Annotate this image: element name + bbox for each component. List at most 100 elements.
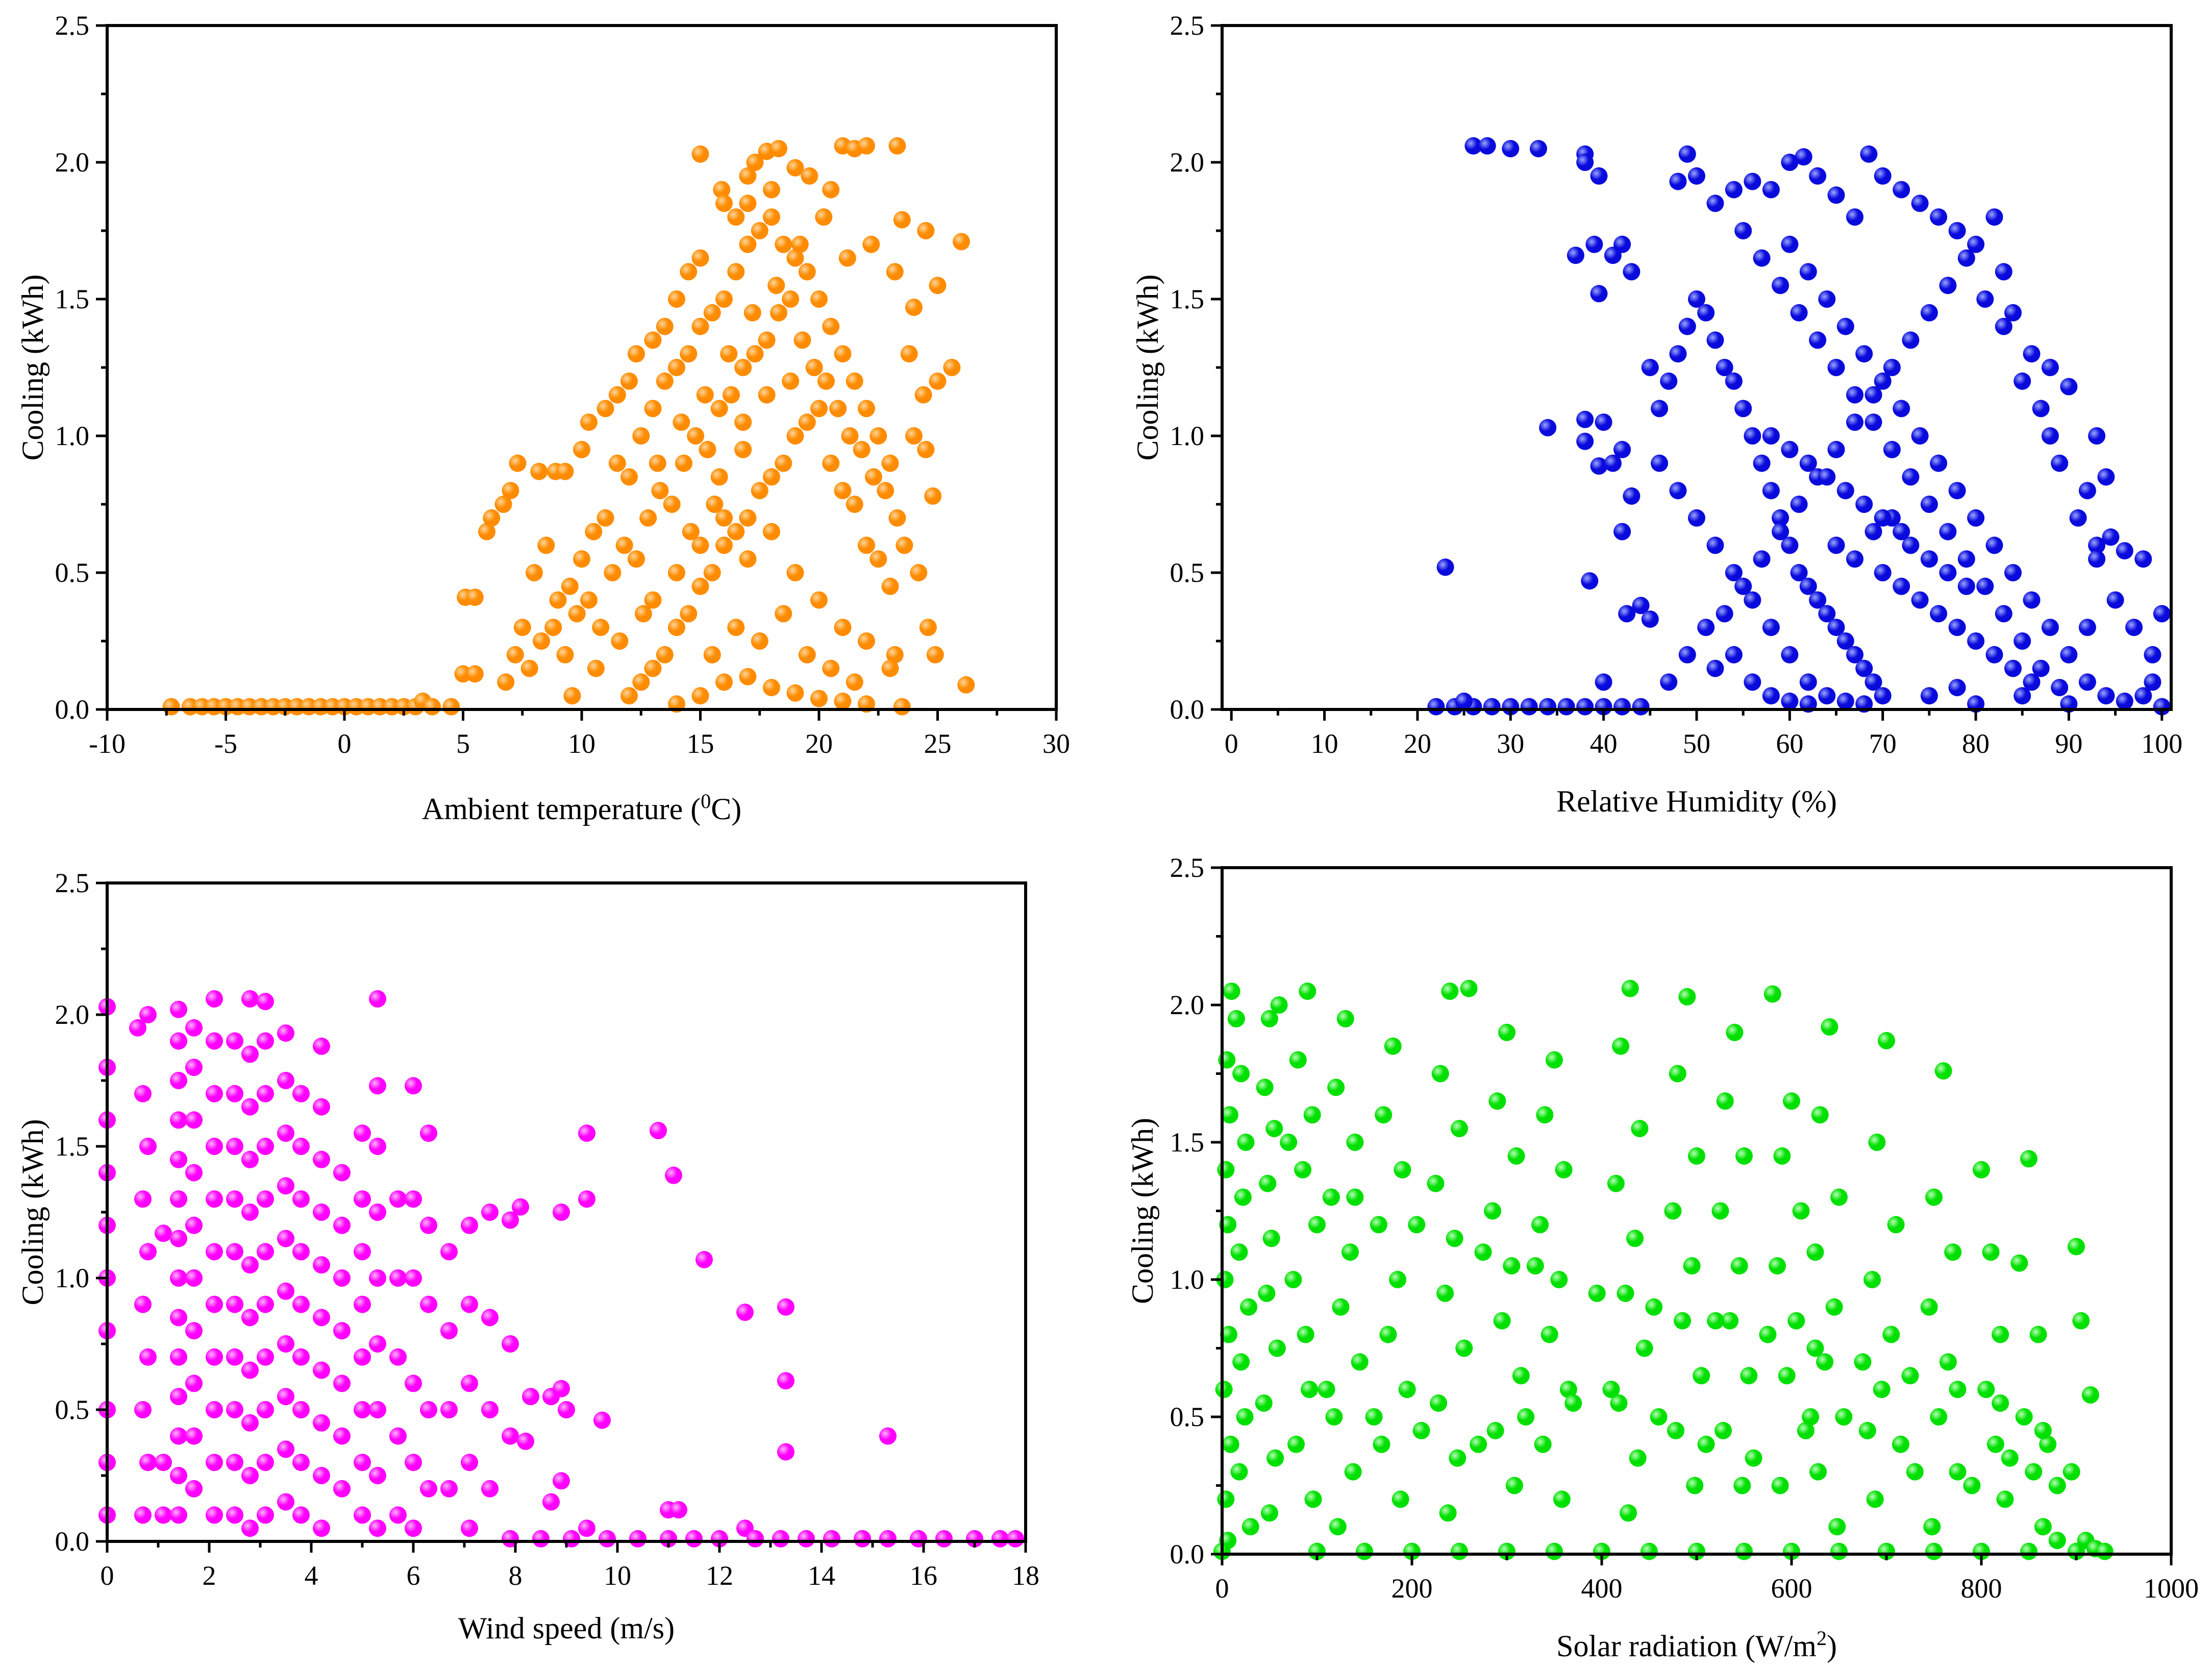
data-point [405,1375,422,1392]
data-point [502,1335,519,1353]
panel-relative-humidity: 0 10 20 30 40 50 60 70 80 90 100 0.0 0.5 1.0 1.5 2.0 2.5… [1131,10,2182,818]
data-point [680,263,698,281]
data-point [277,1493,294,1511]
data-point [1237,1134,1255,1151]
data-point [1944,1243,1962,1261]
data-point [170,1000,187,1018]
data-point [155,1506,172,1524]
data-point [691,249,709,267]
data-point [313,1150,330,1168]
data-point [1576,432,1594,450]
data-point [2034,1518,2052,1536]
y-tick-label: 0.0 [1170,694,1205,725]
data-point [502,482,519,500]
data-point [763,181,780,199]
data-point [914,386,932,404]
data-point [313,1204,330,1221]
data-point [879,1427,897,1445]
data-point [1892,1435,1909,1453]
data-point [2097,687,2115,705]
data-point [354,1295,371,1313]
scatter-points-solar-radiation [1213,979,2114,1560]
data-point [257,1138,274,1155]
data-point [1483,698,1501,716]
data-point [858,632,875,650]
data-point [1827,359,1845,376]
data-point [1635,1339,1653,1357]
data-point [1874,687,1892,705]
data-point [793,331,811,349]
data-point [2068,1542,2085,1560]
data-point [1821,1018,1838,1036]
data-point [2034,1421,2052,1439]
x-tick-label: 0 [338,728,352,759]
data-point [1992,1394,2009,1412]
data-point [1403,1542,1421,1560]
data-point [1669,345,1687,363]
data-point [1866,1490,1884,1508]
y-tick-label: 0.0 [55,694,90,725]
data-point [1809,1463,1827,1481]
data-point [1799,673,1817,691]
data-point [1920,1298,1938,1316]
data-point [1431,1065,1449,1083]
data-point [556,462,574,480]
data-point [292,1085,310,1102]
y-tick-label: 0.5 [1170,1402,1205,1432]
data-point [578,1124,595,1142]
data-point [888,137,906,155]
data-point [1706,331,1724,349]
data-point [1674,1312,1692,1330]
data-point [1973,1542,1990,1560]
data-point [1332,1298,1350,1316]
data-point [1878,1542,1895,1560]
data-point [170,1388,187,1406]
x-tick-label: 10 [604,1560,631,1591]
data-point [1711,1202,1729,1220]
data-point [162,698,180,716]
data-point [481,1401,499,1418]
data-point [687,427,705,445]
data-point [1769,1257,1786,1275]
data-point [1716,1092,1734,1110]
data-point [1835,1408,1853,1426]
data-point [354,1124,371,1142]
data-point [632,673,650,691]
data-point [1830,1542,1848,1560]
data-point [1996,1490,2014,1508]
data-point [206,1454,223,1471]
data-point [628,550,645,568]
data-point [1688,167,1705,185]
data-point [333,1164,351,1182]
y-tick-label: 2.5 [55,868,90,898]
data-point [1678,988,1696,1005]
data-point [2078,619,2096,636]
data-point [1268,1339,1286,1357]
data-point [1706,194,1724,212]
data-point [900,345,918,363]
data-point [226,1243,243,1261]
data-point [798,1530,815,1548]
data-point [1865,413,1882,431]
data-point [1588,1284,1606,1302]
data-point [1735,1147,1753,1165]
data-point [1664,1202,1682,1220]
data-point [530,462,548,480]
data-point [313,1037,330,1055]
data-point [763,679,780,697]
data-point [670,1501,687,1519]
data-point [1232,1065,1250,1083]
data-point [1503,1257,1521,1275]
data-point [1825,1298,1843,1316]
data-point [185,1322,203,1340]
data-point [170,1467,187,1484]
data-point [549,591,567,609]
data-point [241,1256,259,1274]
data-point [533,632,550,650]
data-point [333,1427,351,1445]
data-point [1911,194,1929,212]
data-point [420,1124,437,1142]
data-point [1893,523,1910,541]
data-point [1261,1010,1278,1027]
data-point [512,1198,529,1216]
